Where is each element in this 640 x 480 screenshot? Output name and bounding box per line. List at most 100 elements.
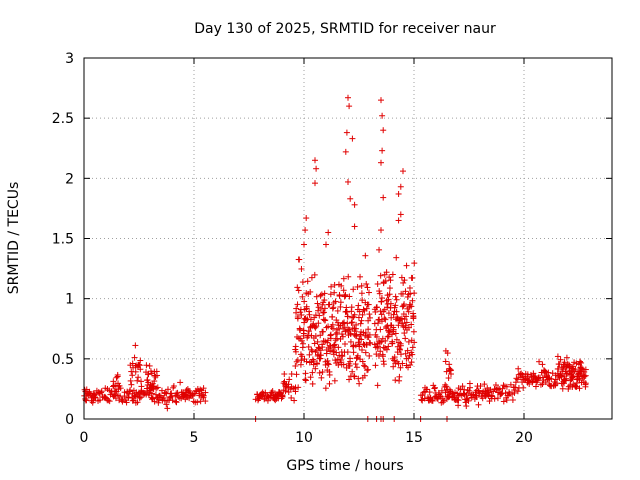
data-point [408,321,415,328]
data-point [565,385,572,392]
data-point [384,333,391,340]
data-point [557,356,564,363]
data-point [131,354,138,361]
data-point [566,368,573,375]
data-point [378,159,384,166]
data-point [386,274,393,281]
data-point [536,358,543,365]
data-point [357,320,364,327]
data-point [389,331,396,338]
data-point [491,395,498,402]
data-point [388,314,395,321]
data-point [311,271,318,278]
data-point [398,274,405,281]
data-point [383,346,390,353]
data-point [199,391,206,398]
data-point [338,282,345,289]
data-point [202,389,209,396]
data-point [318,291,325,298]
data-point [383,269,390,276]
data-point [514,388,521,395]
data-point [322,385,329,392]
data-point [300,330,307,337]
data-point [172,398,179,405]
data-point [344,313,351,320]
data-point [105,397,112,404]
data-point [475,401,482,408]
data-point [365,289,372,296]
data-point [442,358,449,365]
data-point [365,366,372,373]
data-point [473,394,480,401]
data-point [304,278,311,285]
data-point [387,300,394,307]
data-point [539,381,546,388]
data-point [302,377,309,384]
data-point [112,391,119,398]
data-point [331,289,338,296]
data-point [314,300,321,307]
data-point [395,190,402,197]
data-point [411,339,418,346]
data-point [295,384,302,391]
data-point [385,296,392,303]
data-point [327,343,334,350]
data-point [406,284,413,291]
x-tick-label: 15 [405,430,423,446]
data-point [294,315,301,322]
data-point [366,352,373,359]
data-point [409,351,416,358]
data-point [542,368,549,375]
data-point [336,293,343,300]
data-point [149,383,156,390]
data-point [390,326,397,333]
data-point [302,376,309,383]
data-point [132,368,139,375]
data-point [315,320,322,327]
data-point [353,364,360,371]
data-point [563,354,570,361]
data-point [390,311,397,318]
data-point [309,380,316,387]
data-point [514,376,521,383]
data-point [343,129,350,136]
data-point [92,394,99,401]
data-point [352,361,359,368]
data-point [386,291,393,298]
data-point [312,180,318,187]
data-point [409,344,416,351]
data-point [380,344,387,351]
data-point [325,323,332,330]
data-point [303,316,310,323]
data-point [196,390,203,397]
data-point [561,372,568,379]
data-point [351,373,358,380]
data-point [401,277,408,284]
data-point [387,277,394,284]
data-point [477,383,484,390]
data-point [391,354,398,361]
data-point [376,288,383,295]
data-point [123,399,130,406]
data-point [305,343,312,350]
data-point [298,337,305,344]
data-point [131,392,138,399]
data-point [176,394,183,401]
data-point [146,362,153,369]
data-point [358,336,365,343]
data-point [378,227,384,234]
data-point [308,274,315,281]
data-point [356,380,363,387]
data-point [321,309,328,316]
data-point [333,349,340,356]
data-point [262,389,269,396]
data-point [158,387,165,394]
data-point [121,389,128,396]
x-axis-label: GPS time / hours [286,458,403,474]
data-point [339,333,346,340]
data-point [190,398,197,405]
data-point [378,338,385,345]
data-point [360,341,367,348]
data-point [389,340,396,347]
data-point [115,380,122,387]
